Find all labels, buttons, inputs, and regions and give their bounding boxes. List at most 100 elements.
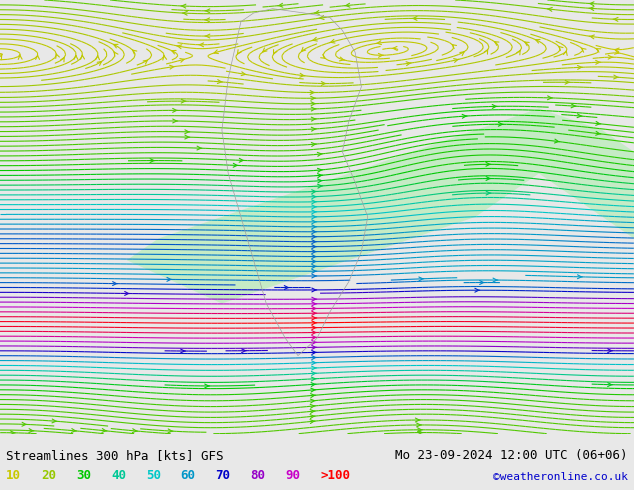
FancyArrowPatch shape <box>81 55 84 59</box>
FancyArrowPatch shape <box>312 265 317 269</box>
FancyArrowPatch shape <box>205 34 210 38</box>
FancyArrowPatch shape <box>318 169 323 172</box>
FancyArrowPatch shape <box>310 91 315 95</box>
FancyArrowPatch shape <box>312 225 317 229</box>
FancyArrowPatch shape <box>452 45 456 49</box>
FancyArrowPatch shape <box>239 158 244 162</box>
FancyArrowPatch shape <box>547 7 552 11</box>
FancyArrowPatch shape <box>197 146 202 150</box>
Text: 40: 40 <box>111 468 126 482</box>
FancyArrowPatch shape <box>589 35 594 39</box>
FancyArrowPatch shape <box>486 162 491 166</box>
FancyArrowPatch shape <box>589 6 594 10</box>
FancyArrowPatch shape <box>312 210 317 214</box>
FancyArrowPatch shape <box>498 122 503 126</box>
FancyArrowPatch shape <box>172 50 176 54</box>
FancyArrowPatch shape <box>312 321 317 325</box>
FancyArrowPatch shape <box>310 404 315 408</box>
FancyArrowPatch shape <box>143 60 148 64</box>
FancyArrowPatch shape <box>205 9 210 13</box>
FancyArrowPatch shape <box>321 81 327 85</box>
FancyArrowPatch shape <box>205 384 210 388</box>
FancyArrowPatch shape <box>312 220 317 224</box>
FancyArrowPatch shape <box>536 40 540 43</box>
FancyArrowPatch shape <box>312 235 317 239</box>
FancyArrowPatch shape <box>415 418 420 422</box>
FancyArrowPatch shape <box>484 49 488 54</box>
FancyArrowPatch shape <box>555 139 560 143</box>
FancyArrowPatch shape <box>242 349 247 353</box>
FancyArrowPatch shape <box>311 393 316 397</box>
FancyArrowPatch shape <box>198 43 204 47</box>
FancyArrowPatch shape <box>125 292 129 295</box>
FancyArrowPatch shape <box>176 45 182 49</box>
FancyArrowPatch shape <box>418 428 422 432</box>
FancyArrowPatch shape <box>172 119 178 123</box>
FancyArrowPatch shape <box>311 388 316 392</box>
FancyArrowPatch shape <box>517 50 520 55</box>
FancyArrowPatch shape <box>311 107 316 111</box>
FancyArrowPatch shape <box>406 62 411 66</box>
FancyArrowPatch shape <box>577 114 582 118</box>
FancyArrowPatch shape <box>312 302 317 306</box>
FancyArrowPatch shape <box>330 39 335 43</box>
FancyArrowPatch shape <box>181 349 186 353</box>
FancyArrowPatch shape <box>613 18 618 21</box>
FancyArrowPatch shape <box>278 3 283 7</box>
Text: 20: 20 <box>41 468 56 482</box>
FancyArrowPatch shape <box>417 423 422 427</box>
FancyArrowPatch shape <box>217 79 223 83</box>
FancyArrowPatch shape <box>311 127 316 131</box>
FancyArrowPatch shape <box>273 49 277 54</box>
FancyArrowPatch shape <box>114 52 118 56</box>
FancyArrowPatch shape <box>233 163 238 167</box>
FancyArrowPatch shape <box>312 336 317 340</box>
FancyArrowPatch shape <box>453 59 459 62</box>
FancyArrowPatch shape <box>133 429 138 433</box>
FancyArrowPatch shape <box>312 245 317 248</box>
FancyArrowPatch shape <box>393 47 397 50</box>
FancyArrowPatch shape <box>311 143 316 147</box>
FancyArrowPatch shape <box>181 4 186 8</box>
FancyArrowPatch shape <box>312 240 317 244</box>
FancyArrowPatch shape <box>237 49 242 54</box>
FancyArrowPatch shape <box>180 58 184 62</box>
FancyArrowPatch shape <box>181 99 186 103</box>
FancyArrowPatch shape <box>607 383 612 387</box>
FancyArrowPatch shape <box>312 350 317 354</box>
FancyArrowPatch shape <box>74 55 78 59</box>
FancyArrowPatch shape <box>310 415 315 418</box>
FancyArrowPatch shape <box>52 419 57 423</box>
FancyArrowPatch shape <box>311 97 316 100</box>
FancyArrowPatch shape <box>607 349 612 353</box>
FancyArrowPatch shape <box>185 130 190 134</box>
FancyArrowPatch shape <box>36 55 39 59</box>
FancyArrowPatch shape <box>72 429 77 433</box>
FancyArrowPatch shape <box>564 51 567 55</box>
FancyArrowPatch shape <box>486 191 491 195</box>
Text: 10: 10 <box>6 468 22 482</box>
FancyArrowPatch shape <box>589 2 594 6</box>
FancyArrowPatch shape <box>18 55 22 59</box>
FancyArrowPatch shape <box>241 72 247 75</box>
FancyArrowPatch shape <box>312 260 317 264</box>
FancyArrowPatch shape <box>97 62 101 65</box>
FancyArrowPatch shape <box>614 75 619 79</box>
FancyArrowPatch shape <box>312 255 317 259</box>
FancyArrowPatch shape <box>460 52 464 56</box>
FancyArrowPatch shape <box>10 431 15 435</box>
FancyArrowPatch shape <box>312 331 317 335</box>
FancyArrowPatch shape <box>578 66 583 70</box>
FancyArrowPatch shape <box>312 361 316 365</box>
FancyArrowPatch shape <box>615 48 619 52</box>
FancyArrowPatch shape <box>312 274 317 278</box>
FancyArrowPatch shape <box>96 56 100 60</box>
Text: Streamlines 300 hPa [kts] GFS: Streamlines 300 hPa [kts] GFS <box>6 449 224 463</box>
FancyArrowPatch shape <box>214 50 219 53</box>
FancyArrowPatch shape <box>608 55 613 59</box>
FancyArrowPatch shape <box>312 345 317 349</box>
FancyArrowPatch shape <box>493 278 498 282</box>
FancyArrowPatch shape <box>113 282 117 286</box>
FancyArrowPatch shape <box>318 173 323 177</box>
FancyArrowPatch shape <box>312 316 317 320</box>
